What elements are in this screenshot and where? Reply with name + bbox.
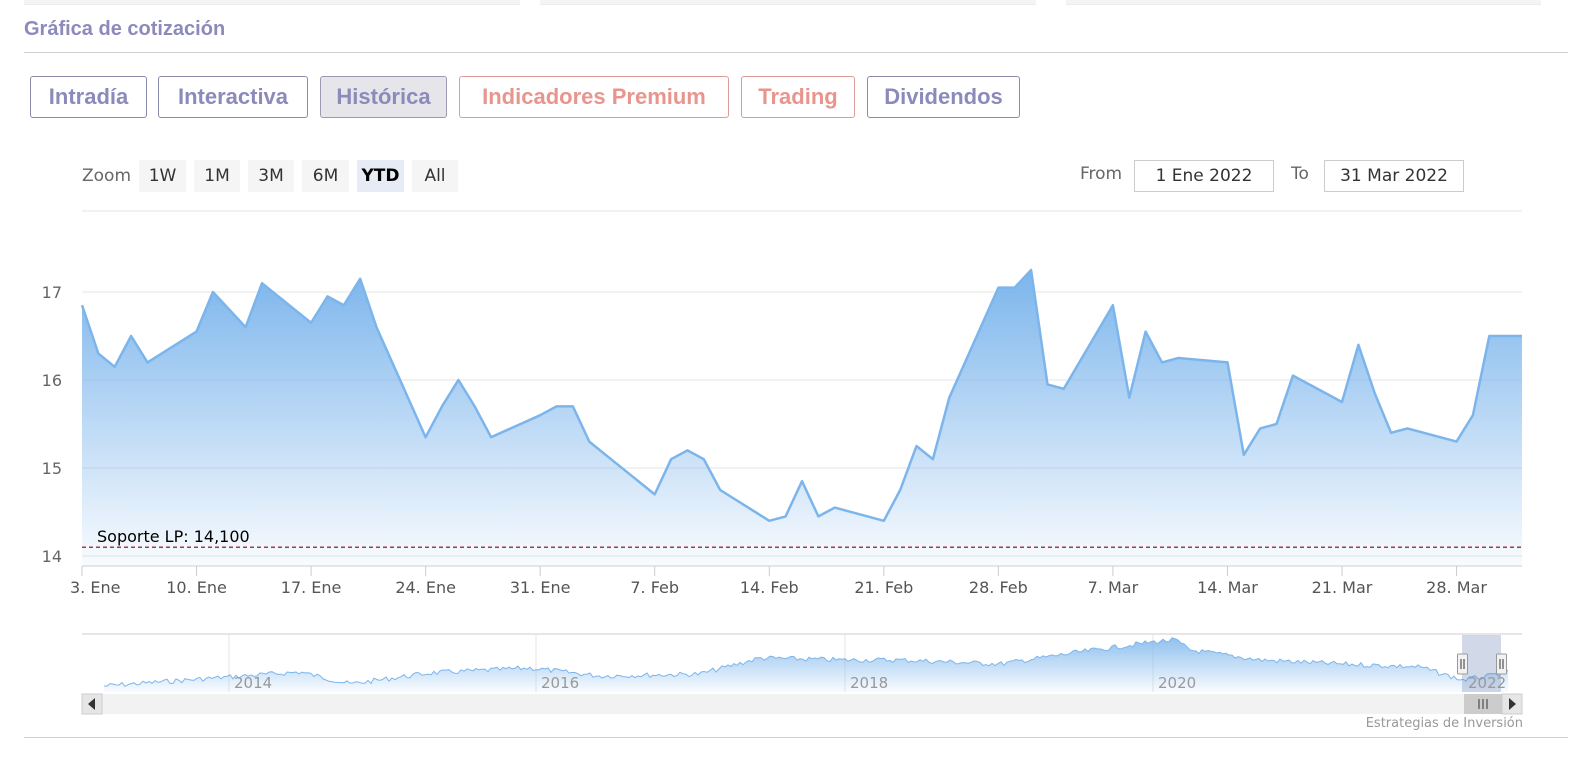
x-tick-label: 3. Ene xyxy=(70,578,120,597)
from-label: From xyxy=(1080,164,1123,184)
navigator-handle-right[interactable] xyxy=(1496,653,1507,675)
zoom-3m-button[interactable]: 3M xyxy=(248,160,294,192)
y-tick-label: 17 xyxy=(42,283,62,302)
navigator-area xyxy=(104,637,1508,692)
title-divider xyxy=(24,52,1568,53)
x-tick-label: 7. Feb xyxy=(630,578,679,597)
y-axis: 14 15 16 17 xyxy=(42,283,62,566)
x-tick-label: 10. Ene xyxy=(166,578,227,597)
x-tick-label: 14. Mar xyxy=(1197,578,1258,597)
y-tick-label: 15 xyxy=(42,459,62,478)
x-tick-label: 24. Ene xyxy=(395,578,456,597)
navigator-scrollbar[interactable] xyxy=(81,693,1523,715)
tab-indicadores-premium[interactable]: Indicadores Premium xyxy=(459,76,729,118)
zoom-6m-button[interactable]: 6M xyxy=(302,160,349,192)
x-tick-label: 21. Mar xyxy=(1312,578,1373,597)
tab-interactiva[interactable]: Interactiva xyxy=(158,76,308,118)
x-tick-label: 14. Feb xyxy=(740,578,799,597)
navigator-handle-left[interactable] xyxy=(1457,653,1468,675)
tab-intradia[interactable]: Intradía xyxy=(30,76,147,118)
zoom-1m-button[interactable]: 1M xyxy=(194,160,240,192)
navigator-label-2014: 2014 xyxy=(234,674,272,692)
x-tick-label: 17. Ene xyxy=(281,578,342,597)
x-tick-label: 31. Ene xyxy=(510,578,571,597)
to-label: To xyxy=(1291,164,1309,184)
tab-historica[interactable]: Histórica xyxy=(320,76,447,118)
navigator-line xyxy=(103,637,1509,688)
tab-trading[interactable]: Trading xyxy=(741,76,855,118)
zoom-1w-button[interactable]: 1W xyxy=(139,160,186,192)
y-tick-label: 14 xyxy=(42,547,62,566)
navigator-label-2016: 2016 xyxy=(541,674,579,692)
x-tick-label: 21. Feb xyxy=(854,578,913,597)
arrow-right-icon xyxy=(1509,698,1516,710)
navigator-label-2018: 2018 xyxy=(850,674,888,692)
navigator[interactable]: 2014 2016 2018 2020 2022 xyxy=(82,633,1522,692)
x-tick-label: 7. Mar xyxy=(1088,578,1139,597)
arrow-left-icon xyxy=(88,698,95,710)
scrollbar-track[interactable] xyxy=(82,694,1522,714)
navigator-label-2020: 2020 xyxy=(1158,674,1196,692)
zoom-ytd-button[interactable]: YTD xyxy=(357,160,404,192)
price-area-fill xyxy=(82,270,1522,566)
navigator-selection[interactable] xyxy=(1462,635,1501,692)
zoom-label: Zoom xyxy=(82,166,132,186)
y-tick-label: 16 xyxy=(42,371,62,390)
to-date-input[interactable]: 31 Mar 2022 xyxy=(1324,160,1464,192)
support-label: Soporte LP: 14,100 xyxy=(97,527,250,546)
navigator-label-2022: 2022 xyxy=(1468,674,1506,692)
section-title: Gráfica de cotización xyxy=(24,18,226,40)
x-axis: 3. Ene 10. Ene 17. Ene 24. Ene 31. Ene 7. Feb… xyxy=(70,565,1522,597)
price-line[interactable] xyxy=(80,268,1522,523)
x-tick-label: 28. Mar xyxy=(1426,578,1487,597)
from-date-input[interactable]: 1 Ene 2022 xyxy=(1134,160,1274,192)
top-card-strip xyxy=(0,0,1592,6)
credits-link[interactable]: Estrategias de Inversión xyxy=(1365,716,1523,731)
bottom-divider xyxy=(24,737,1568,738)
x-tick-label: 28. Feb xyxy=(969,578,1028,597)
zoom-all-button[interactable]: All xyxy=(412,160,458,192)
tab-dividendos[interactable]: Dividendos xyxy=(867,76,1020,118)
